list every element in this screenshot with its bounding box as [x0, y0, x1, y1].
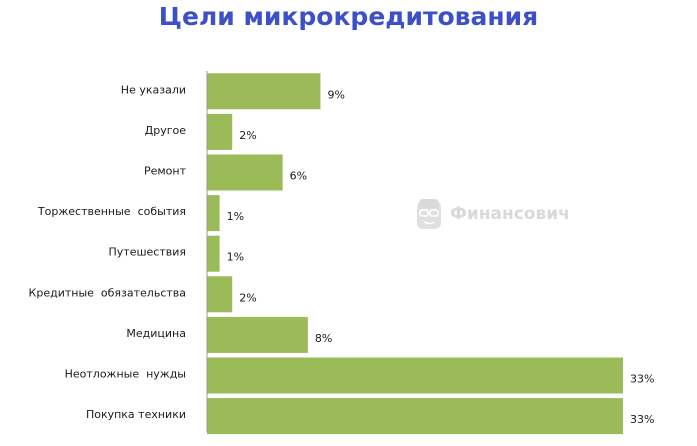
value-label: 33%: [630, 413, 654, 426]
bar-4: [207, 195, 220, 232]
watermark-text: Финансович: [450, 204, 570, 224]
bars-layer: [207, 73, 623, 435]
value-label: 8%: [315, 332, 332, 345]
category-label: Неотложные нужды: [65, 368, 186, 381]
value-label: 33%: [630, 373, 654, 386]
labels-layer: Не указали 9% Другое 2% Ремонт 6% Торжественны…: [29, 83, 655, 426]
bar-3: [207, 154, 283, 191]
category-label: Не указали: [121, 83, 186, 96]
category-label: Медицина: [126, 327, 186, 340]
value-label: 1%: [227, 210, 244, 223]
bar-2: [207, 113, 233, 150]
bar-1: [207, 73, 321, 110]
value-label: 2%: [239, 291, 256, 304]
watermark: Финансович: [414, 196, 570, 232]
bar-5: [207, 235, 220, 272]
bar-8: [207, 357, 623, 394]
category-label: Кредитные обязательства: [29, 286, 186, 299]
bar-9: [207, 398, 623, 435]
bar-6: [207, 276, 233, 313]
category-label: Путешествия: [109, 246, 187, 259]
value-label: 1%: [227, 251, 244, 264]
bar-7: [207, 316, 308, 353]
value-label: 2%: [239, 129, 256, 142]
value-label: 6%: [290, 170, 307, 183]
category-label: Торжественные события: [37, 205, 186, 218]
chart-title: Цели микрокредитования: [158, 2, 539, 31]
value-label: 9%: [327, 88, 344, 101]
glasses-face-icon: [417, 199, 441, 229]
category-label: Другое: [145, 124, 187, 137]
category-label: Покупка техники: [86, 408, 186, 421]
category-label: Ремонт: [144, 165, 187, 178]
